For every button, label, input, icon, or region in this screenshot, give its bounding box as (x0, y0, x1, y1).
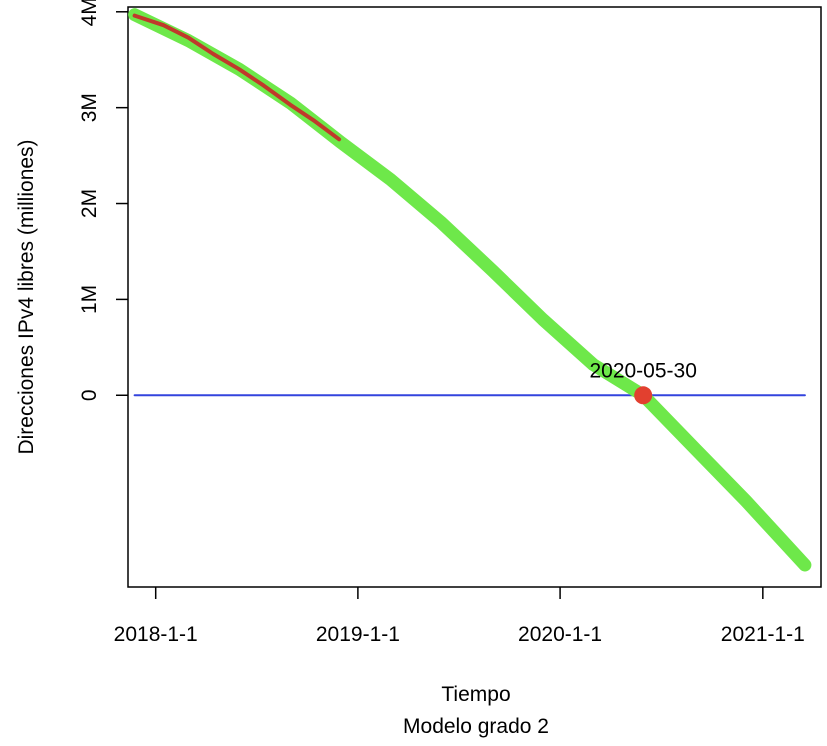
x-tick-label: 2021-1-1 (721, 623, 805, 646)
zero-crossing-marker (634, 386, 653, 405)
chart-subtitle: Modelo grado 2 (403, 715, 549, 738)
series-layer (128, 8, 812, 572)
x-axis: 2018-1-1 2019-1-1 2020-1-1 2021-1-1 (114, 587, 805, 646)
series-line-observed (132, 13, 342, 142)
plot-frame (127, 6, 822, 588)
y-tick-label: 2M (78, 189, 101, 218)
y-tick-label: 0 (78, 389, 101, 401)
y-tick-label: 1M (78, 285, 101, 314)
x-tick-label: 2018-1-1 (114, 623, 198, 646)
y-axis-title: Direcciones IPv4 libres (milliones) (15, 139, 38, 454)
x-tick-label: 2019-1-1 (316, 623, 400, 646)
x-axis-title: Tiempo (441, 683, 510, 706)
zero-crossing-label: 2020-05-30 (589, 359, 696, 382)
x-tick-label: 2020-1-1 (518, 623, 602, 646)
y-tick-label: 3M (78, 93, 101, 122)
series-line-model-fit (128, 8, 812, 572)
y-axis: 0 1M 2M 3M 4M (78, 0, 128, 401)
y-tick-label: 4M (78, 0, 101, 26)
